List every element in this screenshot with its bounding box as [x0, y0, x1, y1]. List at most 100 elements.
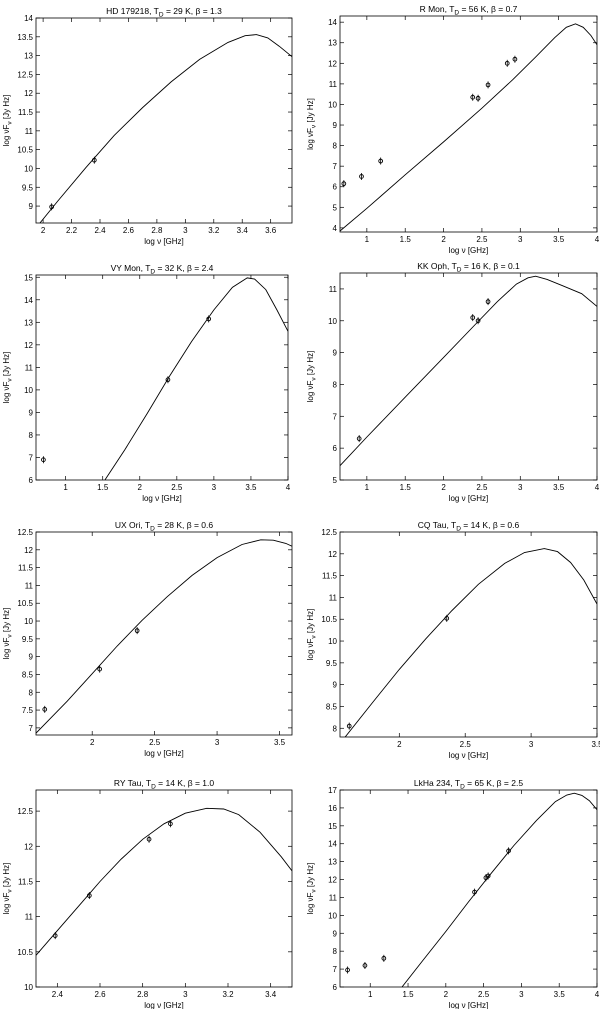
chart-title-part: = 32 K, β = 2.4	[155, 263, 214, 273]
x-tick-label: 2	[41, 226, 46, 235]
x-tick-label: 2.5	[171, 483, 183, 492]
y-label-subscript: ν	[7, 121, 14, 124]
y-label-subscript: ν	[311, 125, 318, 128]
data-point	[356, 436, 362, 441]
chart-title-part: LkHa 234, T	[414, 778, 460, 788]
y-tick-label: 8	[29, 431, 34, 440]
x-tick-label: 2.5	[478, 990, 490, 999]
x-tick-label: 3.4	[237, 226, 249, 235]
x-axis-label: log ν [GHz]	[449, 246, 489, 255]
y-label-subscript: ν	[7, 378, 14, 381]
y-tick-label: 8	[333, 724, 338, 733]
y-tick-label: 12.5	[17, 70, 33, 79]
x-tick-label: 3.2	[208, 226, 220, 235]
x-axis-label: log ν [GHz]	[449, 494, 489, 503]
data-point	[470, 315, 476, 320]
y-tick-label: 7.5	[22, 706, 34, 715]
x-axis-label: log ν [GHz]	[449, 1001, 489, 1009]
x-tick-label: 2.5	[460, 740, 472, 749]
model-curve	[401, 792, 597, 987]
y-label-part: [Jy Hz]	[2, 95, 11, 122]
data-point	[341, 181, 347, 187]
x-axis-label: log ν [GHz]	[144, 749, 184, 758]
x-tick-label: 3.5	[554, 990, 566, 999]
y-tick-label: 10.5	[321, 615, 337, 624]
model-curve	[36, 807, 292, 956]
x-tick-label: 2.5	[476, 483, 488, 492]
y-tick-label: 10.5	[17, 948, 33, 957]
data-point	[86, 893, 92, 898]
y-label-subscript: ν	[311, 889, 318, 892]
y-label-subscript: ν	[311, 377, 318, 380]
y-tick-label: 10	[24, 983, 33, 992]
y-tick-label: 6	[29, 476, 34, 485]
y-tick-label: 8	[333, 142, 338, 151]
y-tick-label: 7	[333, 162, 338, 171]
y-tick-label: 9	[333, 121, 338, 130]
x-tick-label: 3.5	[553, 483, 565, 492]
x-tick-label: 3	[215, 738, 220, 747]
y-tick-label: 9.5	[22, 635, 34, 644]
data-point	[485, 299, 491, 305]
data-point	[475, 318, 481, 324]
x-axis-label: log ν [GHz]	[144, 1001, 184, 1009]
y-tick-label: 11	[25, 913, 34, 922]
y-tick-label: 11	[329, 80, 338, 89]
x-tick-label: 2	[397, 740, 402, 749]
y-tick-label: 12.5	[17, 807, 33, 816]
y-tick-label: 16	[328, 804, 337, 813]
y-axis-label: log νFν [Jy Hz]	[2, 95, 14, 147]
y-tick-label: 9	[333, 929, 338, 938]
x-tick-label: 3	[183, 990, 188, 999]
chart-title-subscript: D	[456, 526, 461, 533]
y-label-part: [Jy Hz]	[306, 351, 315, 378]
x-tick-label: 3	[519, 990, 524, 999]
y-tick-label: 11.5	[18, 564, 34, 573]
y-tick-label: 6	[333, 983, 338, 992]
y-tick-label: 6	[333, 183, 338, 192]
y-tick-label: 13	[328, 858, 337, 867]
y-tick-label: 12	[24, 546, 33, 555]
data-point	[346, 723, 352, 729]
chart-panel: LkHa 234, TD = 65 K, β = 2.5 1 1.5 2 2.5 3 3.5…	[306, 778, 600, 1009]
y-tick-label: 11.5	[18, 108, 34, 117]
chart-title-part: HD 179218, T	[106, 6, 159, 16]
data-point	[41, 457, 46, 463]
x-tick-label: 3.5	[245, 483, 257, 492]
y-tick-label: 7	[333, 412, 338, 421]
x-tick-label: 3.4	[265, 990, 277, 999]
data-point	[444, 616, 450, 621]
y-label-part: [Jy Hz]	[306, 863, 315, 890]
y-tick-label: 9.5	[326, 659, 338, 668]
chart-title-part: UX Ori, T	[115, 520, 150, 530]
chart-title: UX Ori, TD = 28 K, β = 0.6	[115, 520, 214, 533]
y-tick-label: 10.5	[17, 599, 33, 608]
y-tick-label: 7	[29, 724, 34, 733]
data-point	[485, 82, 491, 88]
data-point	[504, 60, 510, 66]
y-tick-label: 14	[24, 14, 33, 23]
x-tick-label: 2.5	[476, 235, 488, 244]
y-label-subscript: ν	[7, 889, 14, 892]
y-label-part: log νF	[306, 638, 315, 660]
x-tick-label: 2.8	[151, 226, 163, 235]
data-point	[52, 933, 58, 938]
y-tick-label: 14	[328, 840, 337, 849]
y-tick-label: 14	[24, 296, 33, 305]
chart-title-part: CQ Tau, T	[418, 520, 456, 530]
y-tick-label: 14	[328, 18, 337, 27]
chart-title-part: RY Tau, T	[114, 778, 151, 788]
y-label-part: log νF	[306, 128, 315, 150]
x-tick-label: 4	[595, 235, 600, 244]
y-tick-label: 12	[328, 550, 337, 559]
plot-frame	[35, 531, 293, 736]
x-tick-label: 3.5	[274, 738, 286, 747]
x-tick-label: 3.5	[591, 740, 600, 749]
y-tick-label: 9	[29, 408, 34, 417]
data-point	[381, 955, 387, 961]
x-tick-label: 2.8	[137, 990, 149, 999]
y-tick-label: 9	[29, 653, 34, 662]
x-tick-label: 3.2	[222, 990, 234, 999]
chart-panel: KK Oph, TD = 16 K, β = 0.1 1 1.5 2 2.5 3 3.5 4 5…	[306, 261, 600, 503]
x-tick-label: 2.4	[94, 226, 106, 235]
